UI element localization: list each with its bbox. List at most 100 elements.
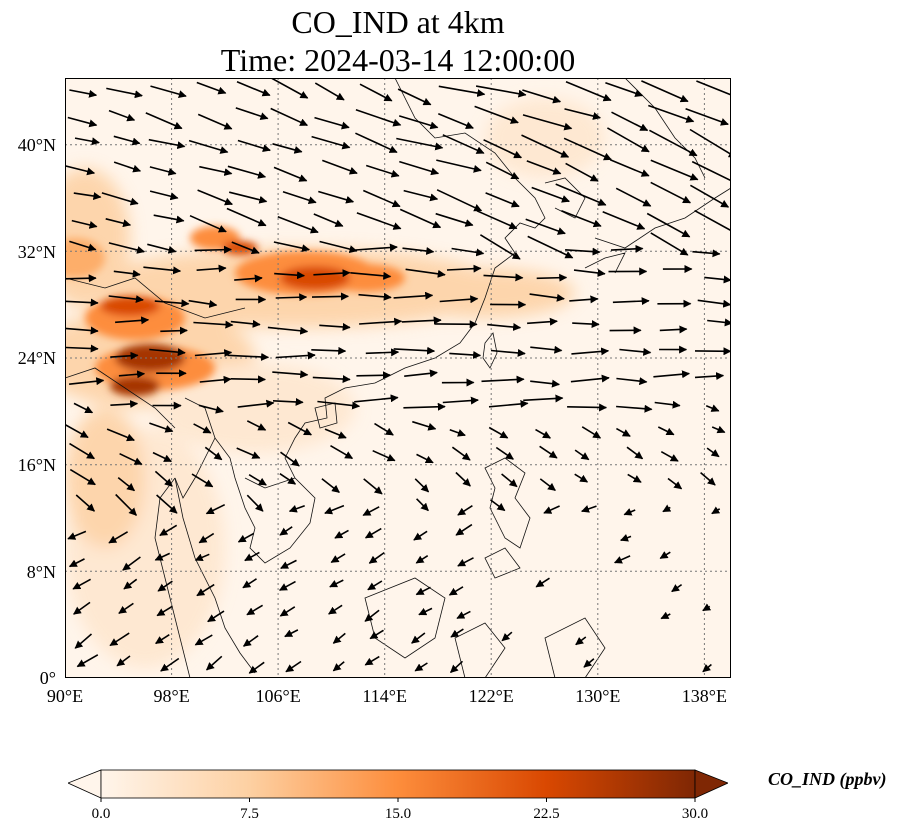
wind-arrow	[118, 602, 134, 614]
wind-arrow	[570, 374, 610, 383]
wind-arrow	[267, 326, 309, 335]
wind-arrow	[543, 505, 560, 514]
wind-arrow	[156, 605, 173, 617]
wind-arrow	[364, 609, 380, 622]
wind-arrow	[689, 128, 731, 158]
wind-arrow	[73, 402, 94, 414]
wind-arrow	[332, 632, 346, 644]
wind-arrow	[272, 397, 304, 406]
wind-arrow	[364, 655, 380, 666]
wind-arrow	[616, 404, 653, 413]
lon-tick-label: 114°E	[362, 686, 407, 706]
wind-arrow	[226, 207, 267, 227]
wind-arrow	[650, 181, 692, 204]
wind-arrow	[279, 606, 296, 617]
wind-arrow	[616, 377, 648, 386]
wind-arrow	[573, 268, 606, 277]
wind-arrow	[694, 372, 725, 381]
wind-arrow	[354, 394, 399, 403]
wind-arrow	[65, 164, 96, 176]
lon-tick-label: 122°E	[468, 686, 514, 706]
wind-arrow	[657, 426, 675, 436]
wind-arrow	[602, 211, 646, 230]
lon-tick-label: 138°E	[681, 686, 727, 706]
wind-arrow	[67, 116, 98, 128]
colorbar-extend-max	[694, 769, 728, 799]
wind-arrow	[237, 532, 255, 543]
wind-arrow	[69, 442, 95, 460]
wind-arrow	[418, 607, 433, 616]
wind-arrow	[450, 660, 464, 673]
wind-arrow	[69, 240, 97, 252]
wind-arrow	[555, 183, 607, 206]
wind-arrow	[565, 247, 601, 256]
wind-arrow	[198, 404, 224, 414]
wind-arrow	[706, 447, 720, 458]
wind-arrow	[154, 552, 171, 561]
wind-arrow	[365, 348, 400, 357]
wind-arrow	[697, 299, 731, 308]
wind-arrow	[116, 655, 131, 667]
wind-arrow	[535, 577, 550, 588]
wind-arrow	[313, 269, 351, 278]
wind-arrow	[355, 109, 402, 127]
wind-arrow	[405, 268, 446, 278]
wind-arrow	[318, 190, 355, 204]
wind-arrow	[526, 160, 562, 175]
wind-arrow	[65, 274, 97, 283]
wind-arrow	[527, 317, 558, 326]
wind-arrow	[650, 159, 699, 181]
wind-arrow	[626, 446, 644, 460]
wind-arrow	[149, 348, 186, 357]
wind-arrow	[369, 629, 384, 640]
lon-tick-label: 130°E	[575, 686, 621, 706]
wind-arrow	[575, 636, 587, 646]
wind-arrow	[237, 399, 275, 408]
wind-arrow	[193, 320, 234, 329]
wind-arrow	[488, 426, 509, 439]
wind-arrow	[196, 264, 227, 273]
wind-arrow	[284, 629, 299, 638]
wind-arrow	[313, 213, 344, 228]
wind-arrow	[641, 80, 689, 103]
lat-tick-label: 32°N	[17, 242, 56, 262]
wind-arrow	[312, 375, 351, 384]
wind-arrow	[270, 107, 309, 127]
wind-arrow	[194, 634, 213, 646]
wind-arrow	[65, 423, 89, 439]
wind-arrow	[152, 451, 173, 463]
wind-arrow	[155, 634, 170, 645]
wind-arrow	[436, 189, 483, 212]
wind-arrow	[150, 85, 187, 98]
wind-arrow	[704, 275, 731, 284]
lon-tick-label: 98°E	[153, 686, 190, 706]
wind-arrow	[649, 129, 698, 157]
wind-arrow	[246, 420, 267, 431]
wind-arrow	[700, 471, 716, 486]
wind-arrow	[616, 427, 631, 437]
wind-arrow	[402, 246, 435, 255]
wind-arrow	[581, 426, 602, 439]
wind-arrow	[561, 209, 602, 228]
wind-arrow	[123, 578, 138, 590]
wind-arrow	[702, 603, 712, 612]
wind-arrow	[660, 451, 679, 462]
colorbar-tick-label: 7.5	[240, 806, 259, 822]
wind-arrow	[659, 551, 671, 559]
wind-arrow	[279, 526, 293, 536]
wind-arrow	[147, 243, 177, 254]
wind-arrow	[525, 218, 566, 235]
colorbar-tick-label: 15.0	[384, 806, 412, 822]
wind-arrow	[231, 241, 260, 255]
wind-arrow	[483, 273, 524, 282]
wind-arrow	[115, 493, 137, 516]
wind-arrow	[115, 316, 150, 325]
wind-arrow	[193, 423, 212, 434]
wind-arrow	[194, 245, 232, 254]
wind-arrow	[197, 113, 233, 130]
wind-arrow	[198, 532, 215, 544]
wind-arrow	[282, 190, 317, 205]
wind-arrow	[154, 299, 190, 308]
wind-arrow	[393, 346, 436, 355]
map-title: CO_IND at 4km	[291, 4, 505, 40]
